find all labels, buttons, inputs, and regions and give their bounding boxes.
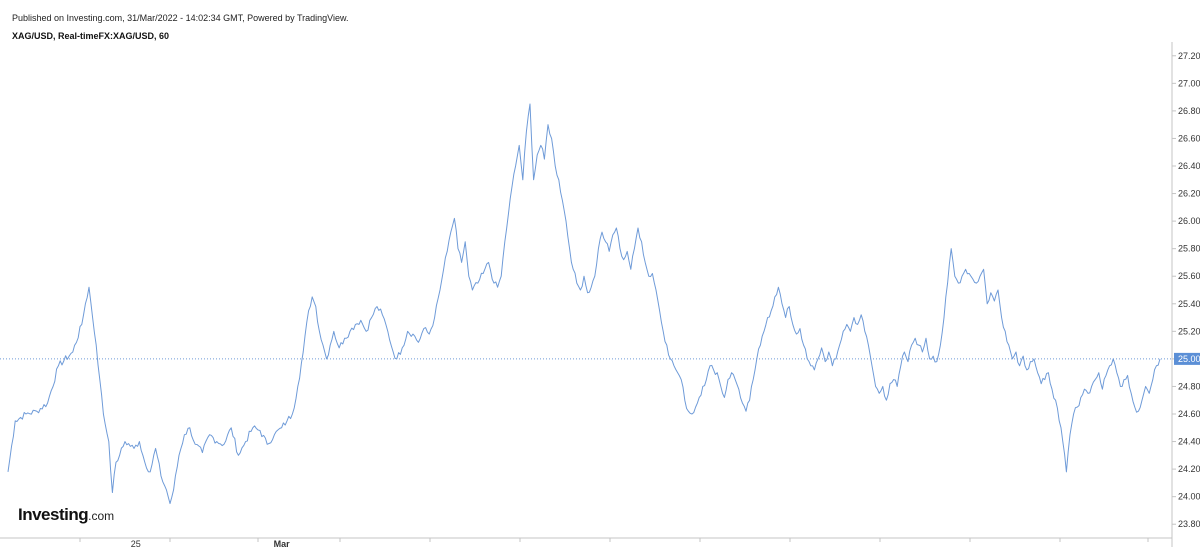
investing-logo: Investing .com xyxy=(18,505,114,525)
y-tick-label: 26.40 xyxy=(1178,161,1200,171)
y-tick-label: 24.60 xyxy=(1178,409,1200,419)
x-axis: 25 Mar xyxy=(0,537,1172,547)
logo-suffix: .com xyxy=(88,509,115,523)
price-line xyxy=(7,103,1161,505)
y-tick-label: 24.80 xyxy=(1178,381,1200,391)
chart-header: Published on Investing.com, 31/Mar/2022 … xyxy=(12,12,349,42)
logo-brand: Investing xyxy=(18,505,89,524)
y-tick-label: 26.00 xyxy=(1178,216,1200,226)
y-tick-label: 24.40 xyxy=(1178,437,1200,447)
series-group xyxy=(7,103,1161,505)
y-tick-label: 25.80 xyxy=(1178,244,1200,254)
y-tick-label: 26.60 xyxy=(1178,133,1200,143)
y-tick-label: 24.00 xyxy=(1178,492,1200,502)
current-price-label: 25.00 xyxy=(1178,354,1200,364)
y-tick-label: 27.20 xyxy=(1178,51,1200,61)
y-tick-label: 25.60 xyxy=(1178,271,1200,281)
y-tick-label: 27.00 xyxy=(1178,78,1200,88)
x-tick-label: Mar xyxy=(274,539,291,547)
published-caption: Published on Investing.com, 31/Mar/2022 … xyxy=(12,13,349,23)
current-price-group: 25.00 xyxy=(0,352,1200,365)
symbol-title: XAG/USD, Real-timeFX:XAG/USD, 60 xyxy=(12,31,170,41)
y-tick-label: 26.80 xyxy=(1178,106,1200,116)
x-tick-label: 25 xyxy=(131,539,141,547)
y-tick-label: 25.40 xyxy=(1178,299,1200,309)
current-price-badge xyxy=(1174,352,1200,365)
y-tick-label: 26.20 xyxy=(1178,189,1200,199)
y-tick-label: 25.20 xyxy=(1178,326,1200,336)
y-axis: 27.20 27.00 26.80 26.60 26.40 26.20 26.00 25.80… xyxy=(1171,42,1200,547)
y-tick-label: 23.80 xyxy=(1178,519,1200,529)
y-tick-label: 24.20 xyxy=(1178,464,1200,474)
